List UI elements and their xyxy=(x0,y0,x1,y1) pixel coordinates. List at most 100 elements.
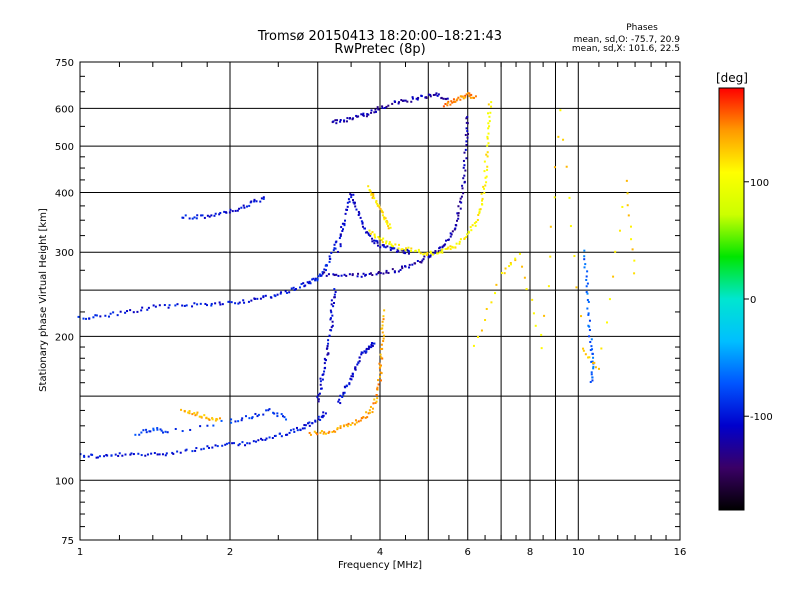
data-point xyxy=(378,362,381,365)
data-point xyxy=(474,95,477,98)
data-point xyxy=(307,422,310,425)
data-point xyxy=(445,98,448,101)
data-point xyxy=(407,246,410,249)
data-point xyxy=(327,339,330,342)
data-point xyxy=(191,305,194,308)
data-point xyxy=(594,366,597,369)
data-point xyxy=(332,430,335,433)
data-point xyxy=(212,424,215,427)
data-point xyxy=(361,222,364,225)
data-point xyxy=(450,233,453,236)
data-point xyxy=(380,327,383,330)
data-point xyxy=(370,344,373,347)
data-point xyxy=(485,307,488,310)
data-point xyxy=(327,273,330,276)
data-point xyxy=(482,185,485,188)
data-point xyxy=(160,429,163,432)
data-point xyxy=(376,244,379,247)
data-point xyxy=(358,356,361,359)
data-point xyxy=(94,314,97,317)
data-point xyxy=(345,208,348,211)
data-point xyxy=(288,291,291,294)
data-point xyxy=(369,234,372,237)
data-point xyxy=(525,288,528,291)
data-point xyxy=(383,245,386,248)
data-point xyxy=(588,325,591,328)
data-point xyxy=(234,302,237,305)
data-point xyxy=(484,319,487,322)
data-point xyxy=(218,301,221,304)
data-point xyxy=(467,230,470,233)
data-point xyxy=(444,243,447,246)
data-point xyxy=(248,204,251,207)
data-point xyxy=(633,272,636,275)
data-point xyxy=(323,271,326,274)
data-point xyxy=(392,246,395,249)
data-point xyxy=(375,394,378,397)
data-point xyxy=(547,285,550,288)
y-axis-label: Stationary phase Virtual Height [km] xyxy=(38,208,49,392)
data-point xyxy=(333,247,336,250)
data-point xyxy=(315,431,318,434)
data-point xyxy=(404,265,407,268)
data-point xyxy=(259,200,262,203)
data-point xyxy=(592,367,595,370)
data-point xyxy=(423,252,426,255)
data-point xyxy=(339,233,342,236)
data-point xyxy=(188,410,191,413)
data-point xyxy=(171,451,174,454)
data-point xyxy=(466,130,469,133)
data-point xyxy=(208,215,211,218)
data-point xyxy=(205,304,208,307)
data-point xyxy=(276,293,279,296)
data-point xyxy=(193,216,196,219)
data-point xyxy=(331,320,334,323)
data-point xyxy=(138,433,141,436)
data-point xyxy=(436,94,439,97)
data-point xyxy=(549,255,552,258)
data-point xyxy=(486,137,489,140)
data-point xyxy=(316,278,319,281)
data-point xyxy=(459,207,462,210)
data-point xyxy=(429,254,432,257)
colorbar-ticks: 100 0 -100 xyxy=(744,178,773,423)
data-point xyxy=(246,442,249,445)
data-point xyxy=(324,432,327,435)
data-point xyxy=(210,304,213,307)
data-point xyxy=(308,280,311,283)
data-point xyxy=(393,247,396,250)
data-point xyxy=(380,357,383,360)
data-point xyxy=(385,242,388,245)
data-point xyxy=(308,431,311,434)
data-point xyxy=(485,153,488,156)
data-point xyxy=(387,271,390,274)
data-point xyxy=(376,388,379,391)
data-point xyxy=(349,117,352,120)
data-point xyxy=(500,272,503,275)
data-point xyxy=(303,427,306,430)
data-point xyxy=(333,288,336,291)
data-point xyxy=(549,225,552,228)
data-point xyxy=(439,251,442,254)
data-point xyxy=(348,200,351,203)
data-point xyxy=(426,252,429,255)
data-point xyxy=(374,239,377,242)
data-point xyxy=(165,452,168,455)
data-point xyxy=(345,384,348,387)
data-point xyxy=(375,400,378,403)
data-point xyxy=(196,411,199,414)
data-point xyxy=(150,452,153,455)
data-point xyxy=(299,428,302,431)
data-point xyxy=(242,299,245,302)
data-point xyxy=(381,106,384,109)
data-point xyxy=(461,187,464,190)
data-point xyxy=(323,362,326,365)
data-point xyxy=(464,148,467,151)
data-point xyxy=(324,359,327,362)
data-point xyxy=(320,387,323,390)
data-point xyxy=(456,98,459,101)
data-point xyxy=(436,252,439,255)
data-point xyxy=(408,250,411,253)
data-point xyxy=(230,421,233,424)
data-point xyxy=(358,360,361,363)
